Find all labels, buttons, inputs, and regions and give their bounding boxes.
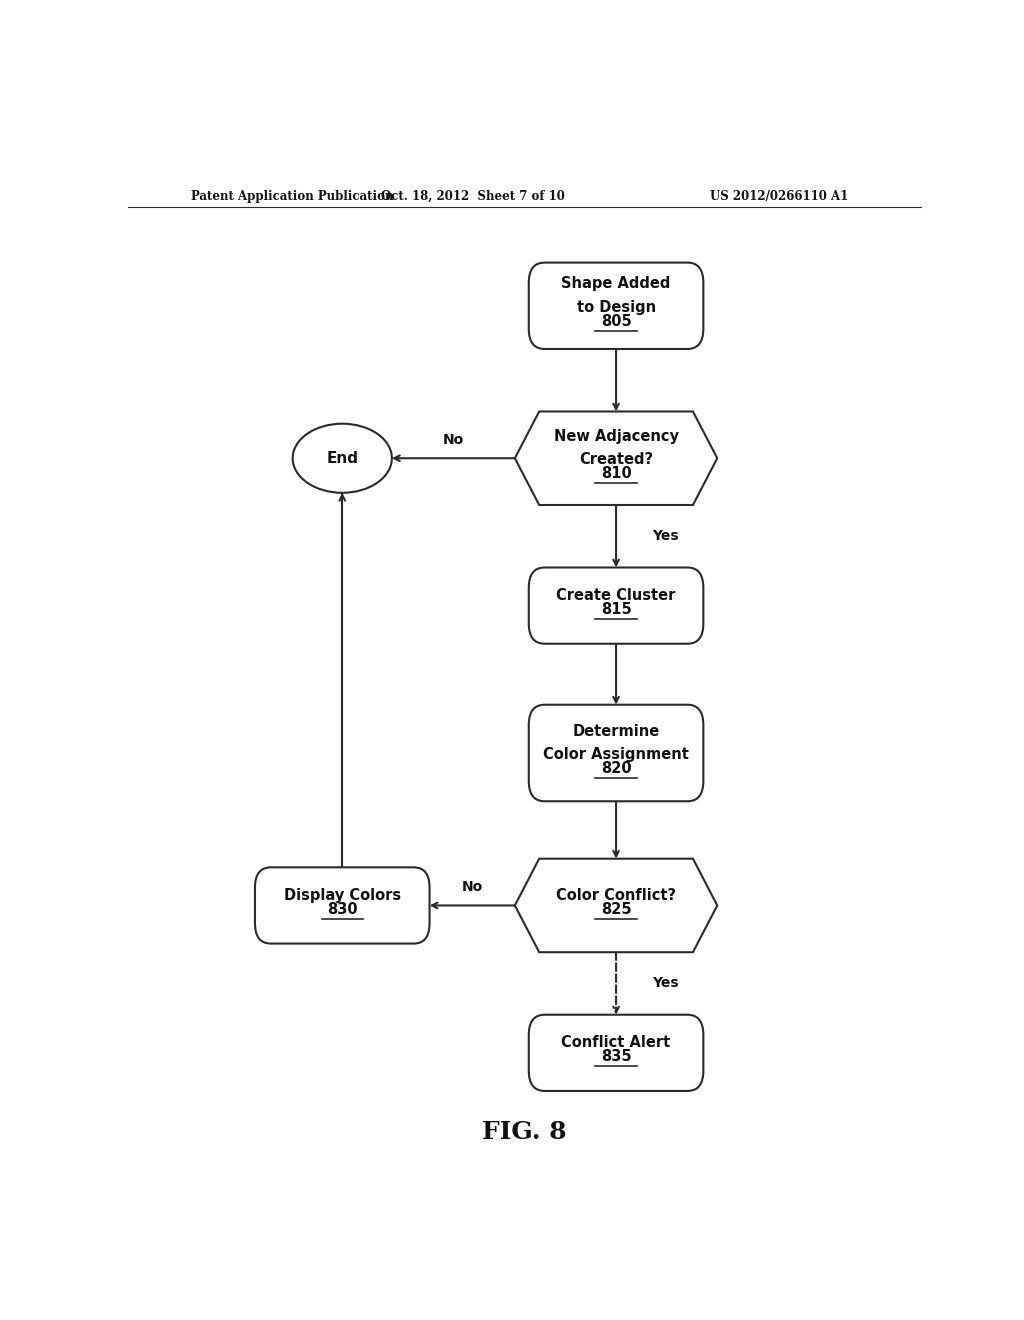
Text: to Design: to Design [577, 300, 655, 314]
Text: Shape Added: Shape Added [561, 276, 671, 292]
Text: 805: 805 [601, 314, 632, 329]
Text: 825: 825 [601, 902, 632, 917]
FancyBboxPatch shape [528, 705, 703, 801]
Text: Color Conflict?: Color Conflict? [556, 888, 676, 903]
FancyBboxPatch shape [528, 263, 703, 348]
Text: 815: 815 [601, 602, 632, 618]
FancyBboxPatch shape [528, 568, 703, 644]
Text: Display Colors: Display Colors [284, 888, 400, 903]
Text: End: End [327, 450, 358, 466]
FancyBboxPatch shape [255, 867, 430, 944]
FancyBboxPatch shape [528, 1015, 703, 1090]
Text: Patent Application Publication: Patent Application Publication [191, 190, 394, 202]
Polygon shape [515, 412, 717, 506]
Polygon shape [515, 859, 717, 952]
Text: 830: 830 [327, 902, 357, 917]
Text: 835: 835 [601, 1049, 632, 1064]
Text: No: No [462, 880, 483, 894]
Text: 820: 820 [601, 762, 632, 776]
Text: Yes: Yes [652, 529, 679, 544]
Ellipse shape [293, 424, 392, 492]
Text: US 2012/0266110 A1: US 2012/0266110 A1 [710, 190, 848, 202]
Text: FIG. 8: FIG. 8 [482, 1121, 567, 1144]
Text: No: No [442, 433, 464, 447]
Text: New Adjacency: New Adjacency [554, 429, 679, 444]
Text: Created?: Created? [579, 453, 653, 467]
Text: Oct. 18, 2012  Sheet 7 of 10: Oct. 18, 2012 Sheet 7 of 10 [381, 190, 565, 202]
Text: Yes: Yes [652, 977, 679, 990]
Text: Determine: Determine [572, 723, 659, 739]
Text: Conflict Alert: Conflict Alert [561, 1035, 671, 1051]
Text: Create Cluster: Create Cluster [556, 587, 676, 603]
Text: 810: 810 [601, 466, 632, 482]
Text: Color Assignment: Color Assignment [543, 747, 689, 762]
